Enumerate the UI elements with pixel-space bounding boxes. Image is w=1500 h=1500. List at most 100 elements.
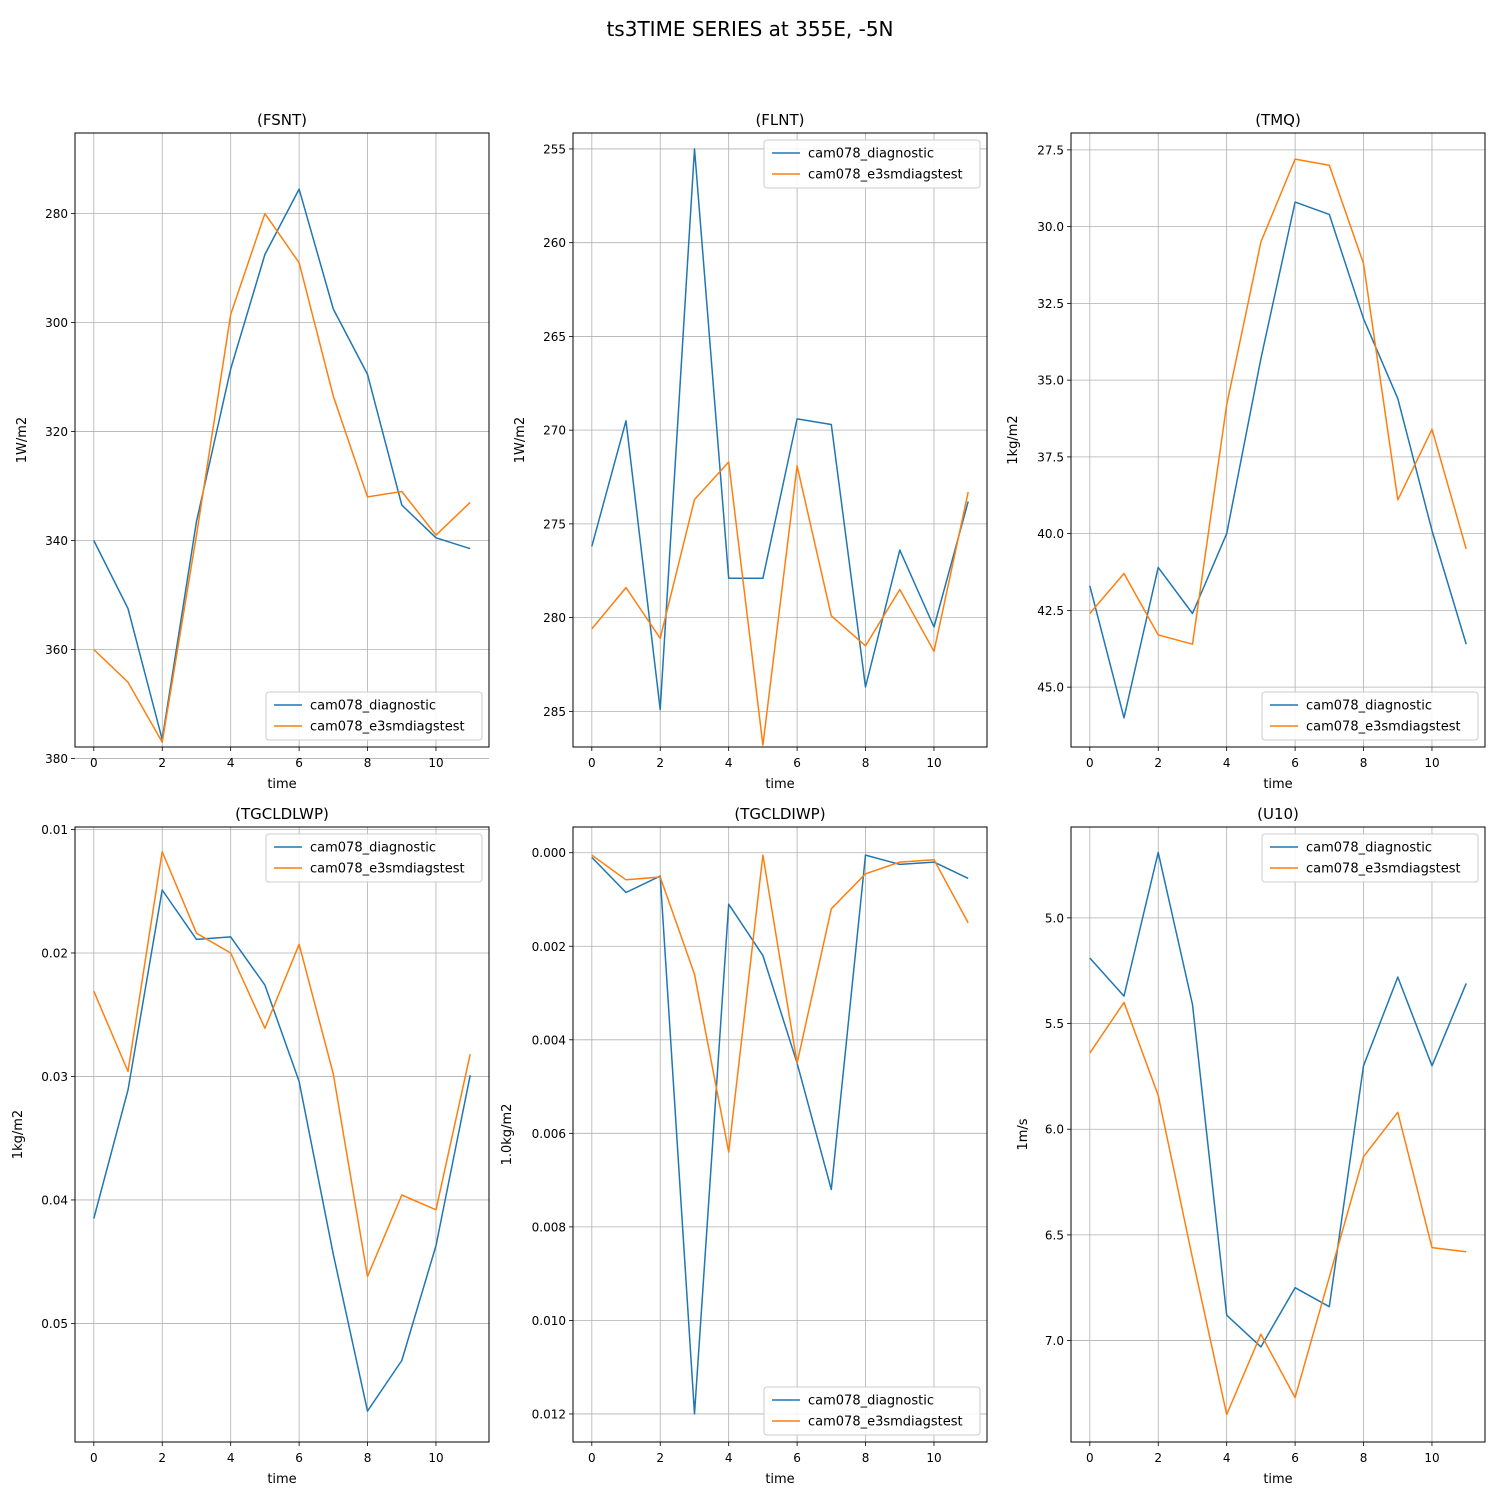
legend-label: cam078_e3smdiagstest (1306, 720, 1461, 735)
y-tick-label: 0.004 (532, 1033, 566, 1047)
y-tick-label: 5.0 (1045, 911, 1064, 925)
y-tick-label: 380 (45, 752, 68, 766)
series-line-2 (1089, 1001, 1467, 1416)
legend-label: cam078_e3smdiagstest (808, 1415, 963, 1430)
x-tick-label: 2 (656, 1451, 664, 1465)
y-tick-label: 320 (45, 425, 68, 439)
x-tick-label: 8 (1360, 756, 1368, 770)
y-tick-label: 0.01 (41, 823, 68, 837)
x-tick-label: 8 (364, 1451, 372, 1465)
series-line-1 (1089, 851, 1467, 1348)
y-tick-label: 0.04 (41, 1193, 68, 1207)
series-line-1 (591, 854, 969, 1415)
plot-area (75, 827, 489, 1442)
x-axis-label: time (765, 1472, 794, 1487)
subplot-6: 0 2 4 6 8 10 5.0 5.5 6.0 6.5 7.0 (U10) time 1m/s cam07… (1016, 805, 1486, 1487)
x-tick-label: 6 (1291, 1451, 1299, 1465)
y-axis-label: 1kg/m2 (11, 1110, 26, 1159)
y-tick-label: 0.010 (532, 1314, 566, 1328)
subplot-5: 0 2 4 6 8 100.0000.0020.0040.0060.0080.0100.0… (500, 805, 988, 1487)
x-tick-label: 0 (588, 756, 596, 770)
grid-lines (1071, 133, 1485, 747)
subplot-title: (U10) (1257, 805, 1299, 823)
y-tick-label: 265 (543, 330, 566, 344)
y-tick-label: 300 (45, 316, 68, 330)
legend-label: cam078_diagnostic (310, 699, 436, 714)
series-line-1 (1089, 201, 1467, 719)
y-tick-label: 35.0 (1037, 374, 1064, 388)
legend-box (1261, 691, 1479, 741)
legend-label: cam078_e3smdiagstest (1306, 862, 1461, 877)
x-tick-label: 4 (1223, 1451, 1231, 1465)
legend-box (265, 691, 483, 741)
y-tick-label: 0.006 (532, 1127, 566, 1141)
x-tick-label: 8 (862, 756, 870, 770)
x-axis-label: time (1263, 777, 1292, 792)
x-tick-label: 0 (90, 756, 98, 770)
legend-box (763, 139, 981, 189)
plot-area (1071, 827, 1485, 1442)
axes-frame (572, 826, 988, 1443)
legend: cam078_diagnostic cam078_e3smdiagstest (265, 833, 483, 883)
x-axis-label: time (267, 777, 296, 792)
axes-frame (1070, 826, 1486, 1443)
series-line-2 (591, 461, 969, 746)
y-axis-label: 1kg/m2 (1006, 415, 1021, 464)
y-axis-ticks: 0.000 0.002 0.004 0.006 0.008 0.010 0.012 (532, 846, 573, 1421)
series-lines (93, 850, 471, 1412)
series-lines (1089, 158, 1467, 719)
plot-area (1071, 133, 1485, 747)
y-tick-label: 27.5 (1037, 143, 1064, 157)
series-line-2 (591, 854, 969, 1153)
y-axis-ticks: 0.01 0.02 0.03 0.04 0.05 (41, 823, 75, 1331)
figure-title: ts3TIME SERIES at 355E, -5N (606, 17, 893, 41)
x-tick-label: 4 (227, 1451, 235, 1465)
x-tick-label: 0 (90, 1451, 98, 1465)
y-tick-label: 6.5 (1045, 1228, 1064, 1242)
series-line-1 (93, 188, 471, 741)
x-axis-label: time (765, 777, 794, 792)
subplot-4: 0 2 4 6 8 10 0.01 0.02 0.03 0.04 0.05 (TGCLDLWP) tim… (11, 805, 490, 1487)
x-tick-label: 10 (1424, 1451, 1439, 1465)
x-tick-label: 6 (295, 756, 303, 770)
y-tick-label: 360 (45, 643, 68, 657)
legend-label: cam078_diagnostic (808, 147, 934, 162)
y-tick-label: 270 (543, 424, 566, 438)
y-tick-label: 0.02 (41, 946, 68, 960)
series-line-2 (93, 212, 471, 743)
legend-label: cam078_diagnostic (808, 1394, 934, 1409)
y-tick-label: 40.0 (1037, 527, 1064, 541)
x-tick-label: 8 (364, 756, 372, 770)
x-tick-label: 2 (1154, 756, 1162, 770)
x-axis-ticks: 0 2 4 6 8 10 (588, 1442, 942, 1465)
legend-label: cam078_diagnostic (1306, 699, 1432, 714)
axes-frame (572, 132, 988, 748)
x-tick-label: 4 (725, 1451, 733, 1465)
x-tick-label: 4 (725, 756, 733, 770)
legend-box (1261, 833, 1479, 883)
x-axis-ticks: 0 2 4 6 8 10 (588, 747, 942, 770)
x-tick-label: 6 (1291, 756, 1299, 770)
series-lines (591, 148, 969, 746)
y-tick-label: 45.0 (1037, 681, 1064, 695)
legend-label: cam078_e3smdiagstest (808, 168, 963, 183)
y-tick-label: 32.5 (1037, 297, 1064, 311)
y-axis-ticks: 27.5 30.0 32.5 35.0 37.5 40.0 42.5 45.0 (1037, 143, 1071, 695)
series-line-1 (591, 148, 969, 711)
x-tick-label: 10 (926, 1451, 941, 1465)
grid-lines (75, 133, 489, 759)
axes-frame (74, 826, 490, 1443)
y-tick-label: 280 (45, 207, 68, 221)
series-line-2 (1089, 158, 1467, 645)
series-line-2 (93, 850, 471, 1278)
x-tick-label: 0 (1086, 1451, 1094, 1465)
legend-box (763, 1386, 981, 1436)
x-tick-label: 6 (793, 756, 801, 770)
y-tick-label: 0.03 (41, 1070, 68, 1084)
subplot-grid: 0 2 4 6 8 10280300320340360380(FSNT)time1W/m2… (11, 111, 1486, 1487)
x-tick-label: 0 (588, 1451, 596, 1465)
subplot-title: (TGCLDIWP) (734, 805, 825, 823)
y-tick-label: 340 (45, 534, 68, 548)
subplot-title: (FLNT) (755, 111, 804, 129)
